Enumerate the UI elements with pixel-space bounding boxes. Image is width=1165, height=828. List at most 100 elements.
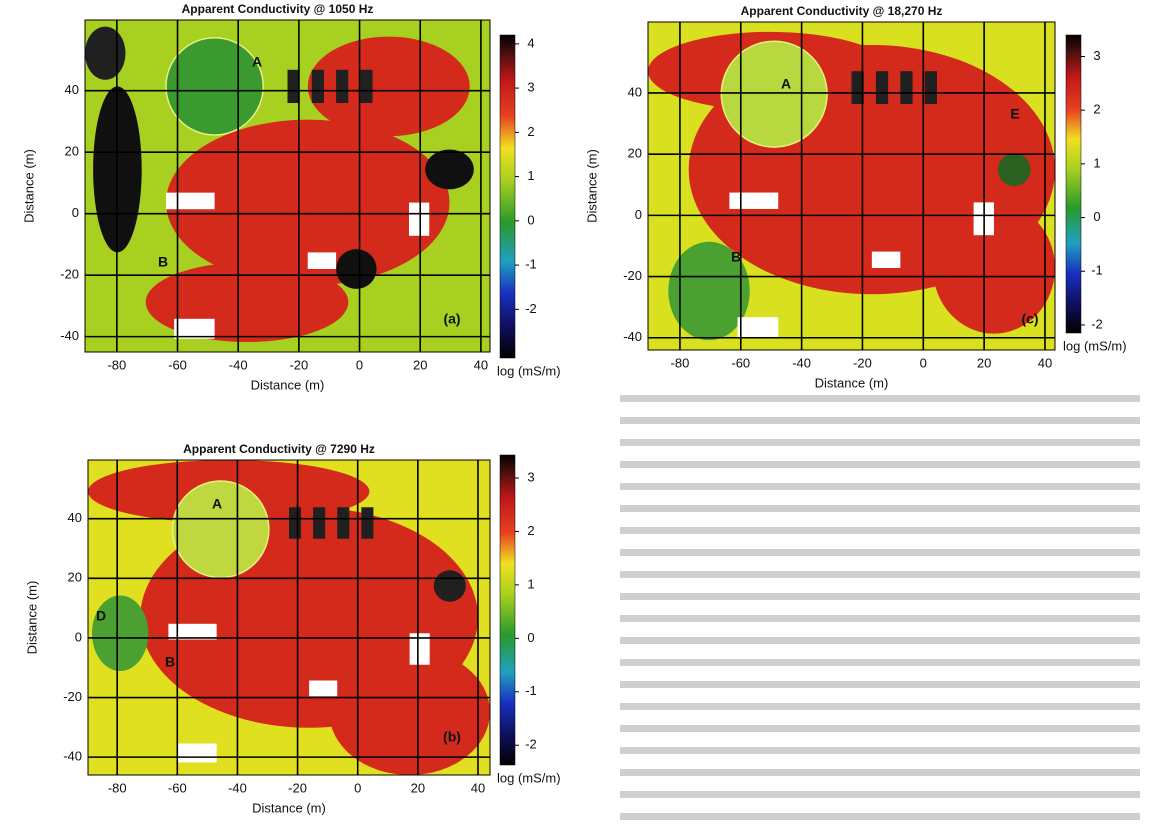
x-tick-label: -40 [228, 780, 247, 795]
x-tick-label: 0 [356, 357, 363, 372]
conductivity-map [85, 20, 490, 352]
colorbar [499, 34, 516, 359]
y-tick-label: 0 [635, 207, 642, 222]
map-region [166, 119, 450, 286]
x-tick-label: -80 [108, 780, 127, 795]
x-tick-label: 0 [354, 780, 361, 795]
map-annotation: D [96, 608, 106, 624]
map-anomaly [336, 69, 349, 103]
colorbar-tick-label: -1 [525, 257, 537, 272]
y-tick-label: 20 [65, 144, 79, 159]
y-tick-label: 0 [72, 205, 79, 220]
y-tick-label: 40 [68, 510, 82, 525]
map-anomaly [311, 69, 324, 103]
colorbar-tick-label: 0 [1093, 209, 1100, 224]
map-gap [176, 743, 217, 763]
map-region [932, 202, 1055, 334]
colorbar-tick-label: 3 [1093, 48, 1100, 63]
panel-label: (b) [443, 729, 461, 745]
map-anomaly [361, 507, 374, 539]
map-gap [307, 252, 337, 269]
plot-frame [84, 19, 491, 353]
colorbar-tick-label: 1 [527, 168, 534, 183]
map-gap [174, 318, 215, 339]
map-region [329, 649, 490, 775]
y-tick-label: 0 [75, 629, 82, 644]
conductivity-map [88, 460, 490, 775]
y-tick-label: -40 [623, 329, 642, 344]
x-tick-label: -80 [671, 355, 690, 370]
conductivity-map [648, 22, 1055, 350]
colorbar-label: log (mS/m) [497, 770, 561, 785]
colorbar-tick-label: -2 [525, 301, 537, 316]
map-anomaly [924, 71, 937, 104]
chart-title: Apparent Conductivity @ 18,270 Hz [741, 4, 943, 18]
colorbar [1065, 34, 1082, 334]
map-annotation: E [1010, 106, 1019, 122]
colorbar-tick-label: -2 [525, 737, 537, 752]
colorbar-tick-label: -2 [1091, 316, 1103, 331]
colorbar-tick-label: 0 [527, 212, 534, 227]
x-tick-label: -60 [168, 780, 187, 795]
map-region [92, 595, 149, 672]
x-tick-label: -20 [289, 357, 308, 372]
x-tick-label: 40 [471, 780, 485, 795]
colorbar-label: log (mS/m) [1063, 338, 1127, 353]
y-tick-label: -40 [60, 328, 79, 343]
x-tick-label: -40 [229, 357, 248, 372]
colorbar-tick-label: 3 [527, 80, 534, 95]
colorbar-tick-label: -1 [525, 683, 537, 698]
x-tick-label: 20 [977, 355, 991, 370]
y-tick-label: 20 [68, 570, 82, 585]
map-gap [409, 202, 430, 236]
y-tick-label: -20 [623, 268, 642, 283]
map-anomaly [337, 507, 350, 539]
colorbar-tick-label: 1 [1093, 155, 1100, 170]
map-gap [871, 251, 901, 268]
map-annotation: A [212, 496, 222, 512]
x-axis-label: Distance (m) [252, 800, 326, 815]
map-gap [309, 680, 338, 697]
map-annotation: A [781, 76, 791, 92]
map-annotation: A [252, 54, 262, 70]
x-tick-label: 0 [920, 355, 927, 370]
colorbar-tick-label: 3 [527, 469, 534, 484]
map-region [433, 570, 466, 602]
plot-frame [647, 21, 1056, 351]
colorbar-tick-label: 0 [527, 630, 534, 645]
map-annotation: B [731, 249, 741, 265]
x-tick-label: 40 [474, 357, 488, 372]
blurred-body-text [620, 395, 1140, 820]
plot-frame [87, 459, 491, 776]
y-tick-label: 40 [628, 84, 642, 99]
colorbar-tick-label: 2 [527, 124, 534, 139]
y-tick-label: -20 [63, 689, 82, 704]
map-anomaly [851, 71, 864, 104]
map-anomaly [900, 71, 913, 104]
colorbar-tick-label: 2 [527, 523, 534, 538]
x-tick-label: -80 [107, 357, 126, 372]
map-gap [729, 192, 779, 209]
colorbar-tick-label: 2 [1093, 102, 1100, 117]
x-tick-label: -60 [731, 355, 750, 370]
chart-title: Apparent Conductivity @ 1050 Hz [182, 2, 374, 16]
colorbar-tick-label: 4 [527, 35, 534, 50]
map-circle-feature [720, 40, 828, 148]
x-tick-label: -40 [792, 355, 811, 370]
x-tick-label: -20 [288, 780, 307, 795]
x-tick-label: -60 [168, 357, 187, 372]
map-region [307, 36, 470, 137]
y-axis-label: Distance (m) [24, 581, 39, 655]
colorbar [499, 454, 516, 766]
map-anomaly [313, 507, 326, 539]
x-axis-label: Distance (m) [815, 375, 889, 390]
x-tick-label: 20 [411, 780, 425, 795]
x-tick-label: -20 [853, 355, 872, 370]
y-tick-label: -40 [63, 749, 82, 764]
colorbar-tick-label: -1 [1091, 263, 1103, 278]
map-anomaly [875, 71, 889, 104]
